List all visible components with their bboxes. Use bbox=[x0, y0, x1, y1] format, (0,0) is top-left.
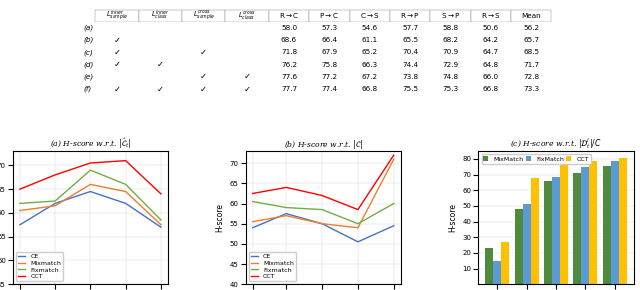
Bar bbox=[486, 248, 493, 284]
Mixmatch bbox=[122, 190, 129, 193]
Bar bbox=[603, 166, 611, 284]
CCT bbox=[390, 153, 397, 157]
Bar bbox=[589, 161, 597, 284]
Bar bbox=[523, 204, 531, 284]
Fixmatch bbox=[122, 183, 129, 186]
Title: (c) H-score w.r.t. $|\mathcal{D}_t^l|/C$: (c) H-score w.r.t. $|\mathcal{D}_t^l|/C$ bbox=[510, 136, 602, 151]
Line: CE: CE bbox=[20, 191, 161, 227]
CCT bbox=[51, 173, 59, 177]
CE bbox=[86, 190, 94, 193]
CCT bbox=[282, 186, 290, 189]
Mixmatch bbox=[86, 183, 94, 186]
Fixmatch bbox=[16, 202, 24, 205]
CE bbox=[318, 222, 326, 225]
CE bbox=[390, 224, 397, 227]
Mixmatch bbox=[390, 157, 397, 161]
Fixmatch bbox=[318, 208, 326, 211]
Fixmatch bbox=[354, 222, 362, 225]
Legend: CE, Mixmatch, Fixmatch, CCT: CE, Mixmatch, Fixmatch, CCT bbox=[16, 252, 63, 281]
Fixmatch bbox=[157, 218, 164, 222]
Fixmatch bbox=[86, 168, 94, 172]
CE bbox=[157, 225, 164, 229]
CCT bbox=[354, 208, 362, 211]
CE bbox=[282, 212, 290, 215]
CE bbox=[16, 223, 24, 226]
Bar bbox=[515, 209, 523, 284]
Bar bbox=[611, 161, 619, 284]
Line: Mixmatch: Mixmatch bbox=[20, 184, 161, 225]
CCT bbox=[318, 194, 326, 197]
Bar bbox=[619, 158, 627, 284]
Mixmatch bbox=[51, 204, 59, 208]
Fixmatch bbox=[390, 202, 397, 205]
CCT bbox=[122, 159, 129, 162]
Line: Mixmatch: Mixmatch bbox=[253, 159, 394, 228]
CCT bbox=[157, 192, 164, 196]
Mixmatch bbox=[157, 223, 164, 226]
CCT bbox=[249, 192, 257, 195]
Fixmatch bbox=[282, 206, 290, 209]
Fixmatch bbox=[249, 200, 257, 203]
Bar bbox=[501, 242, 509, 284]
Legend: MixMatch, FixMatch, CCT: MixMatch, FixMatch, CCT bbox=[481, 154, 591, 164]
Line: Fixmatch: Fixmatch bbox=[20, 170, 161, 220]
CE bbox=[249, 226, 257, 229]
Mixmatch bbox=[282, 214, 290, 218]
Bar bbox=[544, 181, 552, 284]
CE bbox=[51, 202, 59, 205]
Line: CE: CE bbox=[253, 214, 394, 242]
Bar bbox=[531, 178, 538, 284]
Y-axis label: H-score: H-score bbox=[215, 203, 224, 232]
CCT bbox=[86, 161, 94, 165]
CE bbox=[122, 202, 129, 205]
Mixmatch bbox=[16, 209, 24, 212]
Legend: CE, Mixmatch, Fixmatch, CCT: CE, Mixmatch, Fixmatch, CCT bbox=[249, 252, 296, 281]
Bar bbox=[573, 173, 581, 284]
Mixmatch bbox=[318, 222, 326, 225]
Bar bbox=[552, 177, 560, 284]
Mixmatch bbox=[354, 226, 362, 229]
Line: Fixmatch: Fixmatch bbox=[253, 202, 394, 224]
Line: CCT: CCT bbox=[253, 155, 394, 210]
Bar bbox=[581, 167, 589, 284]
CCT bbox=[16, 187, 24, 191]
Bar bbox=[493, 261, 501, 284]
Bar bbox=[560, 162, 568, 284]
Line: CCT: CCT bbox=[20, 161, 161, 194]
Title: (b) H-score w.r.t. $|\mathcal{C}|$: (b) H-score w.r.t. $|\mathcal{C}|$ bbox=[284, 138, 363, 151]
Mixmatch bbox=[249, 220, 257, 223]
Title: (a) H-score w.r.t. $|\mathcal{\hat{C}}_t|$: (a) H-score w.r.t. $|\mathcal{\hat{C}}_t… bbox=[50, 137, 131, 151]
CE bbox=[354, 240, 362, 244]
Y-axis label: H-score: H-score bbox=[448, 203, 457, 232]
Fixmatch bbox=[51, 199, 59, 203]
